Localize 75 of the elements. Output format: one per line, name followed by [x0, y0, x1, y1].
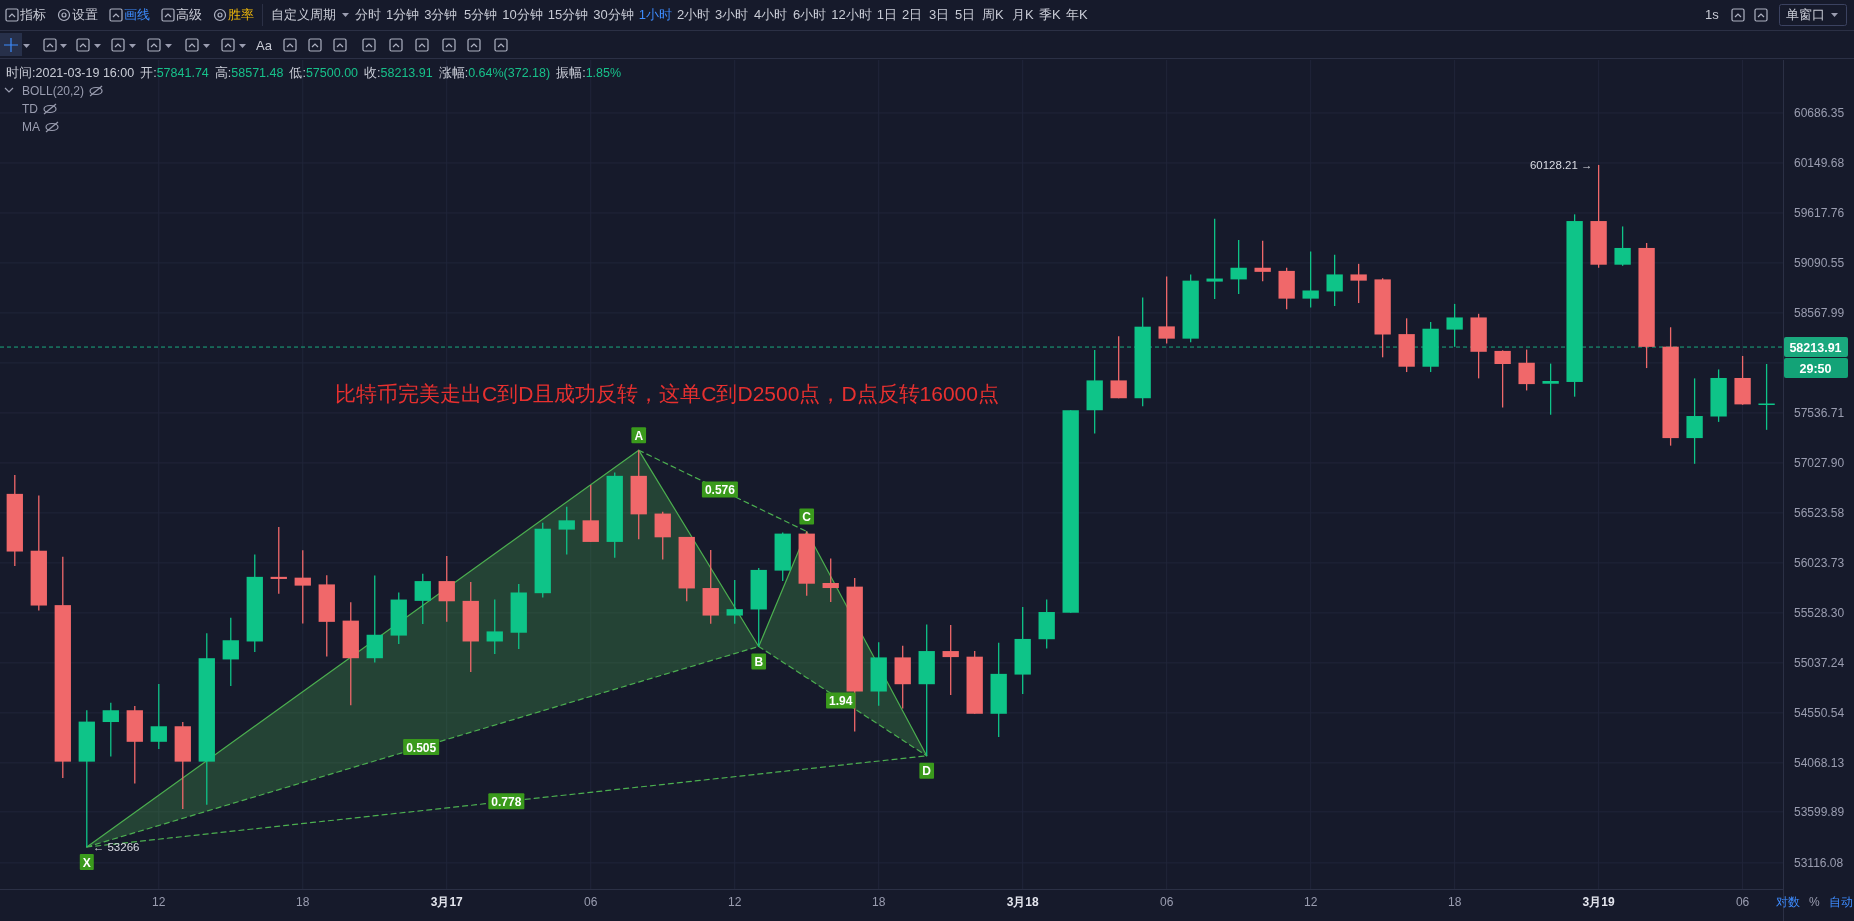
y-tick-label: 56523.58	[1794, 505, 1845, 520]
ref-line-label: 58213.91	[1789, 340, 1842, 355]
x-tick-label: 3月17	[430, 895, 464, 909]
text: %	[1809, 895, 1820, 909]
annotation: TD	[22, 102, 39, 116]
annotation: 高:58571.48	[214, 65, 284, 80]
x-tick-label: 3月19	[1582, 895, 1615, 909]
text: 自定义周期	[271, 7, 336, 22]
text: 10分钟	[502, 7, 543, 22]
x-tick-label: 06	[1159, 895, 1174, 909]
text: 1分钟	[386, 7, 420, 22]
annotation: BOLL(20,2)	[22, 84, 85, 98]
text: 1s	[1705, 7, 1720, 22]
text: 高级	[176, 7, 202, 22]
annotation: MA	[22, 120, 40, 134]
y-tick-label: 55037.24	[1794, 655, 1845, 670]
text: 指标	[19, 7, 46, 22]
annotation: 涨幅:0.64%(372.18)	[438, 66, 551, 80]
text: 30分钟	[593, 7, 634, 22]
text: 胜率	[228, 7, 254, 22]
annotation: 振幅:1.85%	[556, 66, 622, 80]
y-tick-label: 59090.55	[1794, 255, 1845, 270]
text: 对数	[1776, 895, 1800, 909]
text: 分时	[355, 7, 381, 22]
x-tick-label: 18	[872, 895, 886, 909]
annotation: 收:58213.91	[364, 66, 433, 80]
x-tick-label: 12	[1303, 895, 1318, 909]
text: 5分钟	[464, 7, 498, 22]
y-tick-label: 58567.99	[1794, 305, 1845, 320]
text: 12小时	[831, 7, 872, 22]
y-tick-label: 54550.54	[1794, 705, 1845, 720]
annotation: 比特币完美走出C到D且成功反转，这单C到D2500点，D点反转16000点	[335, 382, 999, 405]
x-tick-label: 12	[728, 895, 742, 909]
annotation: 低:57500.00	[289, 66, 359, 80]
x-tick-label: 18	[1447, 895, 1462, 909]
x-tick-label: 18	[296, 895, 310, 909]
text: 2小时	[676, 7, 711, 22]
y-tick-label: 60686.35	[1794, 105, 1845, 120]
text: Aa	[256, 38, 273, 53]
text: 月K	[1012, 7, 1034, 22]
x-tick-label: 06	[584, 895, 598, 909]
y-tick-label: 53599.89	[1794, 804, 1845, 819]
y-tick-label: 57027.90	[1794, 455, 1845, 470]
y-tick-label: 57536.71	[1794, 405, 1845, 420]
annotation: 时间:2021-03-19 16:00	[6, 66, 135, 80]
text: 2日	[902, 7, 923, 22]
text: 3小时	[715, 7, 749, 22]
text: 3日	[929, 7, 950, 22]
text: 29:50	[1799, 362, 1832, 377]
x-tick-label: 06	[1735, 895, 1750, 909]
text: 3分钟	[424, 7, 458, 22]
text: 4小时	[754, 7, 788, 22]
y-tick-label: 56023.73	[1794, 555, 1845, 570]
text: 15分钟	[547, 7, 589, 22]
text: 单窗口	[1786, 7, 1825, 22]
annotation: ← 53266	[92, 841, 140, 853]
text: 周K	[982, 7, 1004, 22]
text: 6小时	[793, 7, 827, 22]
x-tick-label: 12	[152, 895, 166, 909]
text: 1日	[876, 7, 897, 22]
text: 设置	[72, 7, 98, 22]
annotation: 开:57841.74	[140, 66, 209, 80]
y-tick-label: 59617.76	[1794, 205, 1845, 220]
text: 5日	[955, 7, 976, 22]
y-tick-label: 54068.13	[1794, 755, 1845, 770]
text: 季K	[1039, 7, 1061, 22]
text: 1小时	[638, 7, 672, 22]
text: 自动	[1828, 895, 1853, 909]
y-tick-label: 53116.08	[1794, 855, 1844, 870]
x-tick-label: 3月18	[1006, 895, 1040, 909]
y-tick-label: 55528.30	[1794, 605, 1845, 620]
y-tick-label: 60149.68	[1794, 155, 1845, 170]
text: 年K	[1066, 7, 1088, 22]
text: 画线	[124, 7, 150, 22]
annotation: 60128.21 →	[1529, 158, 1593, 171]
